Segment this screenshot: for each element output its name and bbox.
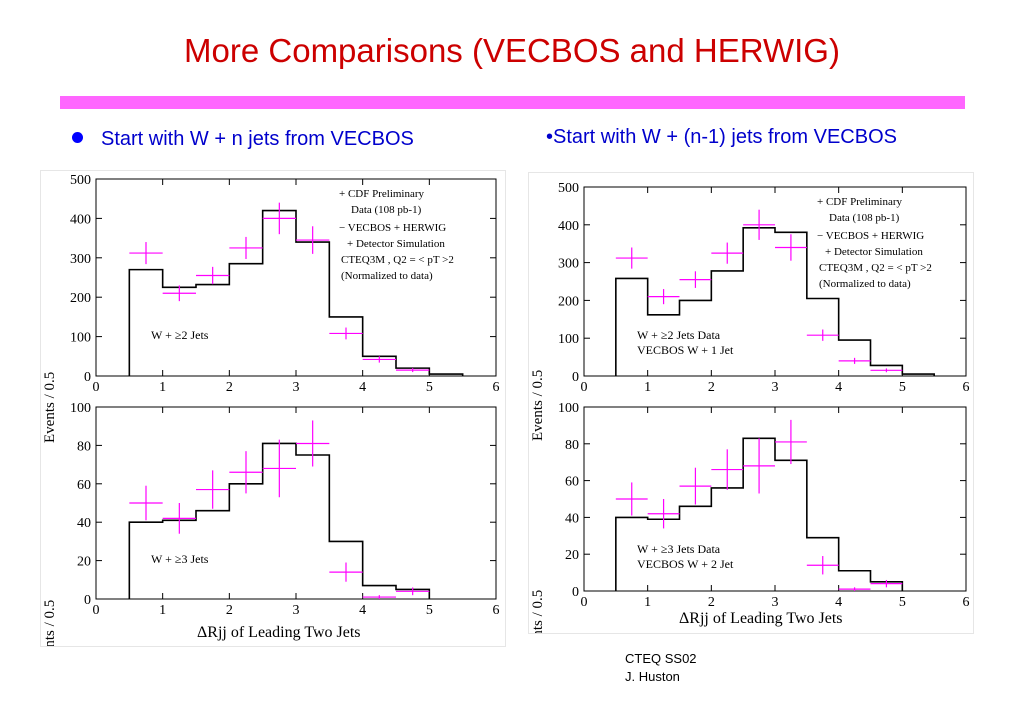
- y-tick-label: 80: [565, 438, 579, 453]
- x-tick-label: 1: [644, 595, 651, 610]
- y-tick-label: 20: [77, 555, 91, 570]
- ylabel-top-right: Events / 0.5: [530, 370, 546, 441]
- ylabel-bottom-left: Events / 0.5: [42, 600, 58, 646]
- legend-left-line5: CTEQ3M , Q2 = < pT >2: [341, 254, 454, 266]
- xlabel-right: ΔRjj of Leading Two Jets: [679, 610, 843, 627]
- x-tick-label: 6: [493, 603, 500, 618]
- y-tick-label: 0: [84, 370, 91, 385]
- panel-label: W + ≥3 Jets Data: [637, 542, 721, 556]
- x-tick-label: 0: [93, 380, 100, 395]
- xlabel-left-text: ΔRjj of Leading Two Jets: [197, 624, 361, 641]
- title-divider: [60, 96, 965, 109]
- x-tick-label: 5: [899, 595, 906, 610]
- y-tick-label: 200: [558, 294, 579, 309]
- x-tick-label: 6: [963, 380, 970, 395]
- x-tick-label: 1: [159, 380, 166, 395]
- y-tick-label: 40: [565, 511, 579, 526]
- x-tick-label: 3: [293, 380, 300, 395]
- y-tick-label: 300: [70, 252, 91, 267]
- figure-right: 0 1 2 3 4 5 6 0 100 200 300 400 500 W + ≥2 Jets Data V…: [528, 172, 974, 661]
- x-tick-label: 4: [835, 380, 842, 395]
- panel-label: W + ≥3 Jets: [151, 552, 209, 566]
- legend-right-line1: + CDF Preliminary: [817, 196, 903, 208]
- bullet-left: Start with W + n jets from VECBOS: [72, 128, 414, 151]
- x-tick-label: 4: [359, 603, 366, 618]
- y-tick-label: 500: [70, 173, 91, 188]
- legend-left-line6: (Normalized to data): [341, 270, 433, 282]
- legend-right-line4: + Detector Simulation: [825, 246, 923, 258]
- x-tick-label: 0: [581, 595, 588, 610]
- plot-frame: [95, 178, 497, 377]
- y-tick-label: 100: [558, 401, 579, 416]
- legend-right-line6: (Normalized to data): [819, 278, 911, 290]
- plot-top-left: 0 1 2 3 4 5 6 0 100 200 300 400 500 W + ≥2 Jets: [70, 173, 500, 395]
- bullet-left-text: Start with W + n jets from VECBOS: [101, 128, 414, 150]
- x-tick-label: 4: [835, 595, 842, 610]
- legend-right: + CDF Preliminary Data (108 pb-1) − VECB…: [817, 196, 932, 290]
- y-tick-label: 0: [572, 585, 579, 600]
- legend-left-line2: Data (108 pb-1): [351, 204, 422, 216]
- xlabel-left: ΔRjj of Leading Two Jets: [197, 624, 361, 641]
- x-tick-label: 4: [359, 380, 366, 395]
- x-tick-label: 6: [963, 595, 970, 610]
- panel-label-2: VECBOS W + 2 Jet: [637, 557, 734, 571]
- panel-label: W + ≥2 Jets Data: [637, 328, 721, 342]
- y-tick-label: 20: [565, 548, 579, 563]
- x-tick-label: 2: [226, 380, 233, 395]
- x-tick-label: 2: [226, 603, 233, 618]
- x-tick-label: 1: [159, 603, 166, 618]
- y-tick-label: 300: [558, 257, 579, 272]
- y-tick-label: 400: [558, 219, 579, 234]
- x-tick-label: 0: [581, 380, 588, 395]
- legend-right-line3: − VECBOS + HERWIG: [817, 230, 924, 242]
- bullet-dot-icon: [72, 132, 83, 143]
- x-tick-label: 5: [426, 380, 433, 395]
- x-tick-label: 2: [708, 380, 715, 395]
- y-tick-label: 100: [70, 401, 91, 416]
- footer: CTEQ SS02 J. Huston: [625, 650, 697, 686]
- x-tick-label: 5: [426, 603, 433, 618]
- x-tick-label: 0: [93, 603, 100, 618]
- footer-event: CTEQ SS02: [625, 651, 697, 666]
- legend-left-line1: + CDF Preliminary: [339, 188, 425, 200]
- plot-top-right: 0 1 2 3 4 5 6 0 100 200 300 400 500 W + ≥2 Jets DataV…: [558, 181, 970, 395]
- panel-label: W + ≥2 Jets: [151, 328, 209, 342]
- y-tick-label: 60: [565, 475, 579, 490]
- bullet-right: •Start with W + (n-1) jets from VECBOS: [546, 126, 897, 148]
- ylabel-bottom-right: Events / 0.5: [530, 590, 546, 633]
- legend-left-line3: − VECBOS + HERWIG: [339, 222, 446, 234]
- y-tick-label: 200: [70, 291, 91, 306]
- x-tick-label: 6: [493, 380, 500, 395]
- y-tick-label: 0: [84, 593, 91, 608]
- legend-left-line4: + Detector Simulation: [347, 238, 445, 250]
- legend-left: + CDF Preliminary Data (108 pb-1) − VECB…: [339, 188, 454, 282]
- x-tick-label: 3: [772, 595, 779, 610]
- ylabel-top-left: Events / 0.5: [42, 372, 58, 443]
- histogram-series: [615, 227, 935, 376]
- y-tick-label: 400: [70, 212, 91, 227]
- y-tick-label: 80: [77, 439, 91, 454]
- y-tick-label: 0: [572, 370, 579, 385]
- footer-author: J. Huston: [625, 669, 680, 684]
- y-tick-label: 40: [77, 516, 91, 531]
- legend-right-line5: CTEQ3M , Q2 = < pT >2: [819, 262, 932, 274]
- panel-label-2: VECBOS W + 1 Jet: [637, 343, 734, 357]
- y-tick-label: 60: [77, 478, 91, 493]
- x-tick-label: 3: [293, 603, 300, 618]
- x-tick-label: 1: [644, 380, 651, 395]
- y-tick-label: 100: [558, 332, 579, 347]
- x-tick-label: 5: [899, 380, 906, 395]
- x-tick-label: 3: [772, 380, 779, 395]
- y-tick-label: 500: [558, 181, 579, 196]
- slide-title: More Comparisons (VECBOS and HERWIG): [184, 32, 840, 69]
- legend-right-line2: Data (108 pb-1): [829, 212, 900, 224]
- x-tick-label: 2: [708, 595, 715, 610]
- y-tick-label: 100: [70, 331, 91, 346]
- xlabel-right-text: ΔRjj of Leading Two Jets: [679, 610, 843, 627]
